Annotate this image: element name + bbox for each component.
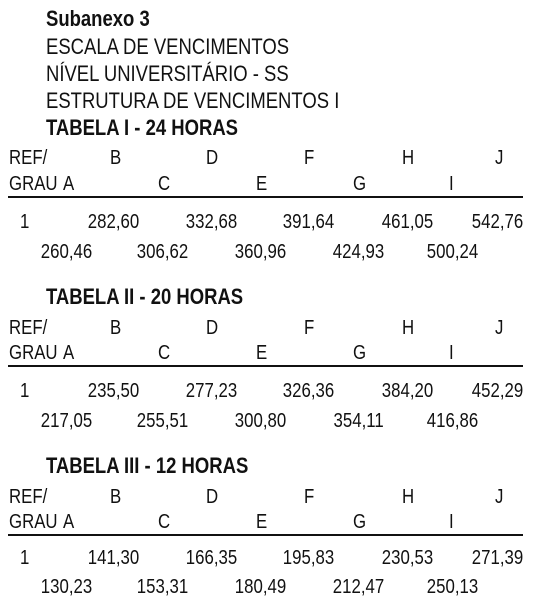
table-2-value-h: 384,20 bbox=[381, 380, 433, 402]
table-1-col-g: G bbox=[353, 173, 367, 195]
table-3-col-g: G bbox=[353, 511, 367, 533]
table-3-divider bbox=[8, 534, 523, 536]
table-3-col-a: A bbox=[63, 511, 75, 533]
table-3-col-f: F bbox=[304, 486, 315, 508]
header-line-3: ESTRUTURA DE VENCIMENTOS I bbox=[46, 88, 340, 113]
table-1-value-d: 332,68 bbox=[185, 211, 237, 233]
table-1-grau-label: GRAU bbox=[9, 173, 58, 195]
table-2-col-h: H bbox=[402, 317, 415, 339]
table-3-col-d: D bbox=[206, 486, 219, 508]
table-1-ref-label: REF/ bbox=[9, 147, 48, 169]
table-2-value-a: 217,05 bbox=[40, 410, 92, 432]
table-1-value-j: 542,76 bbox=[471, 211, 523, 233]
table-2-title: TABELA II - 20 HORAS bbox=[46, 284, 244, 309]
table-3-value-j: 271,39 bbox=[471, 547, 523, 569]
table-3-value-g: 212,47 bbox=[332, 576, 384, 598]
table-2-value-c: 255,51 bbox=[136, 410, 188, 432]
table-2-value-f: 326,36 bbox=[282, 380, 334, 402]
table-3-value-h: 230,53 bbox=[381, 547, 433, 569]
table-2-col-i: I bbox=[449, 342, 454, 364]
table-2-col-j: J bbox=[495, 317, 504, 339]
table-3-col-i: I bbox=[449, 511, 454, 533]
table-3-value-b: 141,30 bbox=[87, 547, 139, 569]
table-1-value-e: 360,96 bbox=[234, 241, 286, 263]
table-1-col-b: B bbox=[110, 147, 122, 169]
table-1-col-e: E bbox=[256, 173, 268, 195]
table-1-col-i: I bbox=[449, 173, 454, 195]
table-2-col-c: C bbox=[158, 342, 171, 364]
table-2-value-e: 300,80 bbox=[234, 410, 286, 432]
table-1-value-b: 282,60 bbox=[87, 211, 139, 233]
table-3-title: TABELA III - 12 HORAS bbox=[46, 453, 249, 478]
table-1-value-i: 500,24 bbox=[426, 241, 478, 263]
table-1-col-a: A bbox=[63, 173, 75, 195]
table-2-value-i: 416,86 bbox=[426, 410, 478, 432]
table-2-ref-number: 1 bbox=[20, 380, 30, 402]
table-2-col-g: G bbox=[353, 342, 367, 364]
table-3-col-c: C bbox=[158, 511, 171, 533]
table-1-col-h: H bbox=[402, 147, 415, 169]
table-2-grau-label: GRAU bbox=[9, 342, 58, 364]
table-3-value-d: 166,35 bbox=[185, 547, 237, 569]
table-2-value-b: 235,50 bbox=[87, 380, 139, 402]
table-2-col-a: A bbox=[63, 342, 75, 364]
table-1-value-g: 424,93 bbox=[332, 241, 384, 263]
table-2-ref-label: REF/ bbox=[9, 317, 48, 339]
table-3-grau-label: GRAU bbox=[9, 511, 58, 533]
table-2-value-d: 277,23 bbox=[185, 380, 237, 402]
table-1-col-c: C bbox=[158, 173, 171, 195]
table-3-col-b: B bbox=[110, 486, 122, 508]
table-3-col-h: H bbox=[402, 486, 415, 508]
table-1-col-j: J bbox=[495, 147, 504, 169]
table-1-col-d: D bbox=[206, 147, 219, 169]
table-3-col-j: J bbox=[495, 486, 504, 508]
table-2-col-e: E bbox=[256, 342, 268, 364]
table-1-value-f: 391,64 bbox=[282, 211, 334, 233]
table-3-ref-number: 1 bbox=[20, 547, 30, 569]
header-line-1: ESCALA DE VENCIMENTOS bbox=[46, 34, 290, 59]
header-line-2: NÍVEL UNIVERSITÁRIO - SS bbox=[46, 61, 289, 86]
table-1-ref-number: 1 bbox=[20, 211, 30, 233]
table-2-divider bbox=[8, 365, 523, 367]
table-3-value-i: 250,13 bbox=[426, 576, 478, 598]
table-3-value-e: 180,49 bbox=[234, 576, 286, 598]
table-3-value-a: 130,23 bbox=[40, 576, 92, 598]
subanexo-title: Subanexo 3 bbox=[46, 6, 150, 31]
table-1-col-f: F bbox=[304, 147, 315, 169]
table-2-col-d: D bbox=[206, 317, 219, 339]
table-1-value-c: 306,62 bbox=[136, 241, 188, 263]
table-3-ref-label: REF/ bbox=[9, 486, 48, 508]
table-2-col-f: F bbox=[304, 317, 315, 339]
table-2-value-j: 452,29 bbox=[471, 380, 523, 402]
table-3-value-f: 195,83 bbox=[282, 547, 334, 569]
table-2-col-b: B bbox=[110, 317, 122, 339]
table-1-value-h: 461,05 bbox=[381, 211, 433, 233]
table-3-col-e: E bbox=[256, 511, 268, 533]
table-3-value-c: 153,31 bbox=[136, 576, 188, 598]
table-2-value-g: 354,11 bbox=[333, 410, 384, 432]
table-1-value-a: 260,46 bbox=[40, 241, 92, 263]
table-1-title: TABELA I - 24 HORAS bbox=[46, 115, 239, 140]
table-1-divider bbox=[8, 196, 523, 198]
